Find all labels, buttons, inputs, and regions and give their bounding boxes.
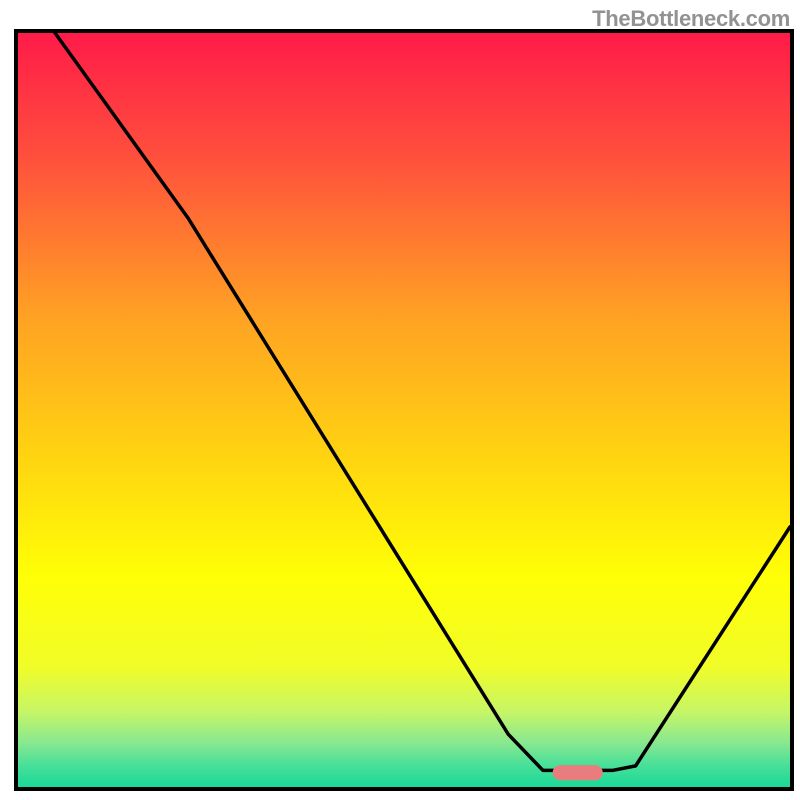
optimal-point-marker xyxy=(553,765,603,780)
chart-container: TheBottleneck.com xyxy=(0,0,800,800)
gradient-background xyxy=(18,33,790,787)
bottleneck-chart xyxy=(0,0,800,800)
